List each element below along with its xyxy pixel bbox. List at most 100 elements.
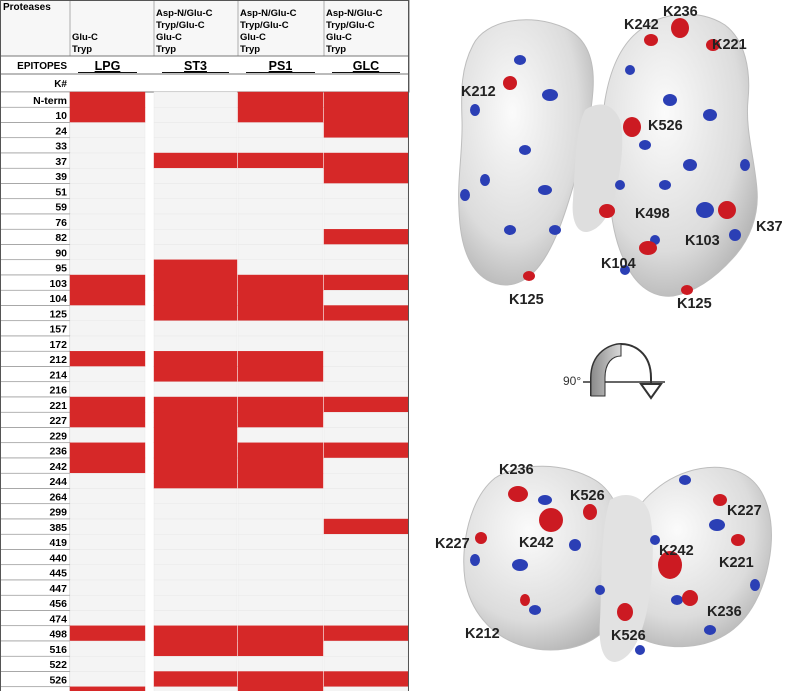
cell-ps1-244 bbox=[237, 473, 324, 489]
cell-glc-24 bbox=[323, 122, 409, 138]
cell-ps1-516 bbox=[237, 640, 324, 657]
cell-glc-498 bbox=[323, 625, 409, 642]
rotation-arrow: 90° bbox=[563, 342, 665, 400]
row-k-10: 10 bbox=[55, 110, 67, 122]
cell-lpg-N-term bbox=[69, 91, 146, 108]
protease-glc-2: Glu-C bbox=[326, 32, 352, 43]
row-k-440: 440 bbox=[49, 552, 67, 564]
row-k-242: 242 bbox=[49, 461, 67, 473]
cell-lpg-498 bbox=[69, 625, 146, 642]
cell-st3-37 bbox=[153, 152, 238, 169]
top-surface bbox=[458, 13, 758, 297]
cell-ps1-299 bbox=[237, 503, 324, 520]
row-k-385: 385 bbox=[49, 522, 67, 534]
cell-st3-474 bbox=[153, 610, 238, 626]
cell-glc-216 bbox=[323, 381, 409, 398]
top-label-k103: K103 bbox=[685, 233, 720, 249]
cell-lpg-516 bbox=[69, 640, 146, 657]
cell-lpg-221 bbox=[69, 396, 146, 413]
cell-ps1-33 bbox=[237, 137, 324, 154]
cell-lpg-212 bbox=[69, 351, 146, 367]
protease-glc-0: Asp-N/Glu-C bbox=[326, 8, 383, 19]
cell-lpg-214 bbox=[69, 366, 146, 382]
row-k-51: 51 bbox=[55, 186, 67, 198]
row-k-445: 445 bbox=[49, 568, 67, 580]
cell-glc-95 bbox=[323, 259, 409, 276]
cell-lpg-39 bbox=[69, 168, 146, 184]
cell-ps1-526 bbox=[237, 671, 324, 687]
cell-ps1-534 bbox=[237, 686, 324, 691]
cell-ps1-76 bbox=[237, 213, 324, 230]
top-label-k104: K104 bbox=[601, 256, 636, 272]
cell-glc-474 bbox=[323, 610, 409, 626]
cell-st3-534 bbox=[153, 686, 238, 691]
cell-glc-385 bbox=[323, 518, 409, 535]
cell-lpg-229 bbox=[69, 427, 146, 443]
cell-ps1-498 bbox=[237, 625, 324, 642]
bottom-label-k236-right: K236 bbox=[707, 604, 742, 620]
row-k-N-term: N-term bbox=[33, 95, 67, 107]
cell-ps1-157 bbox=[237, 320, 324, 337]
cell-glc-172 bbox=[323, 335, 409, 352]
cell-lpg-244 bbox=[69, 473, 146, 489]
cell-st3-212 bbox=[153, 351, 238, 367]
cell-st3-229 bbox=[153, 427, 238, 443]
bottom-label-k242-right: K242 bbox=[659, 543, 694, 559]
row-k-212: 212 bbox=[49, 354, 67, 366]
cell-ps1-440 bbox=[237, 549, 324, 565]
cell-st3-104 bbox=[153, 290, 238, 306]
row-k-76: 76 bbox=[55, 217, 67, 229]
cell-lpg-522 bbox=[69, 656, 146, 672]
cell-lpg-10 bbox=[69, 107, 146, 123]
cell-glc-103 bbox=[323, 274, 409, 291]
bottom-label-k221: K221 bbox=[719, 555, 754, 571]
cell-glc-229 bbox=[323, 427, 409, 443]
cell-st3-221 bbox=[153, 396, 238, 413]
cell-glc-221 bbox=[323, 396, 409, 413]
top-label-k212: K212 bbox=[461, 84, 496, 100]
row-k-95: 95 bbox=[55, 263, 67, 275]
cell-ps1-385 bbox=[237, 518, 324, 535]
k-label: K# bbox=[54, 79, 67, 90]
cell-lpg-445 bbox=[69, 564, 146, 581]
cell-ps1-90 bbox=[237, 244, 324, 260]
cell-lpg-526 bbox=[69, 671, 146, 687]
cell-lpg-103 bbox=[69, 274, 146, 291]
bottom-label-k526-top: K526 bbox=[570, 488, 605, 504]
cell-st3-522 bbox=[153, 656, 238, 672]
cell-glc-227 bbox=[323, 412, 409, 428]
row-k-229: 229 bbox=[49, 430, 67, 442]
cell-ps1-221 bbox=[237, 396, 324, 413]
row-k-103: 103 bbox=[49, 278, 67, 290]
cell-ps1-59 bbox=[237, 198, 324, 215]
row-k-419: 419 bbox=[49, 537, 67, 549]
bottom-label-k242-left: K242 bbox=[519, 535, 554, 551]
cell-ps1-82 bbox=[237, 229, 324, 245]
cell-glc-104 bbox=[323, 290, 409, 306]
cell-lpg-90 bbox=[69, 244, 146, 260]
cell-lpg-264 bbox=[69, 488, 146, 504]
protease-st3-3: Tryp bbox=[156, 44, 176, 55]
row-k-214: 214 bbox=[49, 369, 67, 381]
row-k-447: 447 bbox=[49, 583, 67, 595]
cell-st3-39 bbox=[153, 168, 238, 184]
cell-st3-24 bbox=[153, 122, 238, 138]
cell-lpg-216 bbox=[69, 381, 146, 398]
cell-glc-534 bbox=[323, 686, 409, 691]
cell-lpg-447 bbox=[69, 579, 146, 596]
cell-glc-214 bbox=[323, 366, 409, 382]
cell-lpg-24 bbox=[69, 122, 146, 138]
bottom-label-k227-right: K227 bbox=[727, 503, 762, 519]
row-k-236: 236 bbox=[49, 446, 67, 458]
cell-lpg-172 bbox=[69, 335, 146, 352]
cell-st3-125 bbox=[153, 305, 238, 321]
cell-ps1-103 bbox=[237, 274, 324, 291]
cell-glc-59 bbox=[323, 198, 409, 215]
top-label-k498: K498 bbox=[635, 206, 670, 222]
cell-glc-76 bbox=[323, 213, 409, 230]
cell-lpg-82 bbox=[69, 229, 146, 245]
cell-glc-125 bbox=[323, 305, 409, 321]
row-k-216: 216 bbox=[49, 385, 67, 397]
cell-st3-264 bbox=[153, 488, 238, 504]
cell-st3-419 bbox=[153, 534, 238, 550]
